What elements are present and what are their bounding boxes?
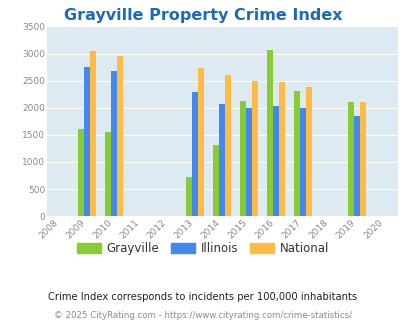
Text: Grayville Property Crime Index: Grayville Property Crime Index [64,8,341,23]
Bar [90,51,96,216]
Bar [300,108,305,216]
Bar [219,105,225,216]
Bar [305,87,311,216]
Bar [186,177,192,216]
Bar [78,129,84,216]
Bar [111,71,117,216]
Text: Crime Index corresponds to incidents per 100,000 inhabitants: Crime Index corresponds to incidents per… [48,292,357,302]
Bar [354,116,360,216]
Legend: Grayville, Illinois, National: Grayville, Illinois, National [72,237,333,260]
Bar [252,81,258,216]
Bar [360,102,365,216]
Bar [192,92,198,216]
Bar [267,50,273,216]
Bar [279,82,285,216]
Bar [117,56,123,216]
Bar [273,106,279,216]
Bar [198,68,204,216]
Bar [225,75,230,216]
Bar [347,102,354,216]
Bar [105,132,111,216]
Bar [294,91,300,216]
Bar [84,67,90,216]
Bar [240,101,246,216]
Text: © 2025 CityRating.com - https://www.cityrating.com/crime-statistics/: © 2025 CityRating.com - https://www.city… [54,311,351,320]
Bar [246,108,252,216]
Bar [213,145,219,216]
